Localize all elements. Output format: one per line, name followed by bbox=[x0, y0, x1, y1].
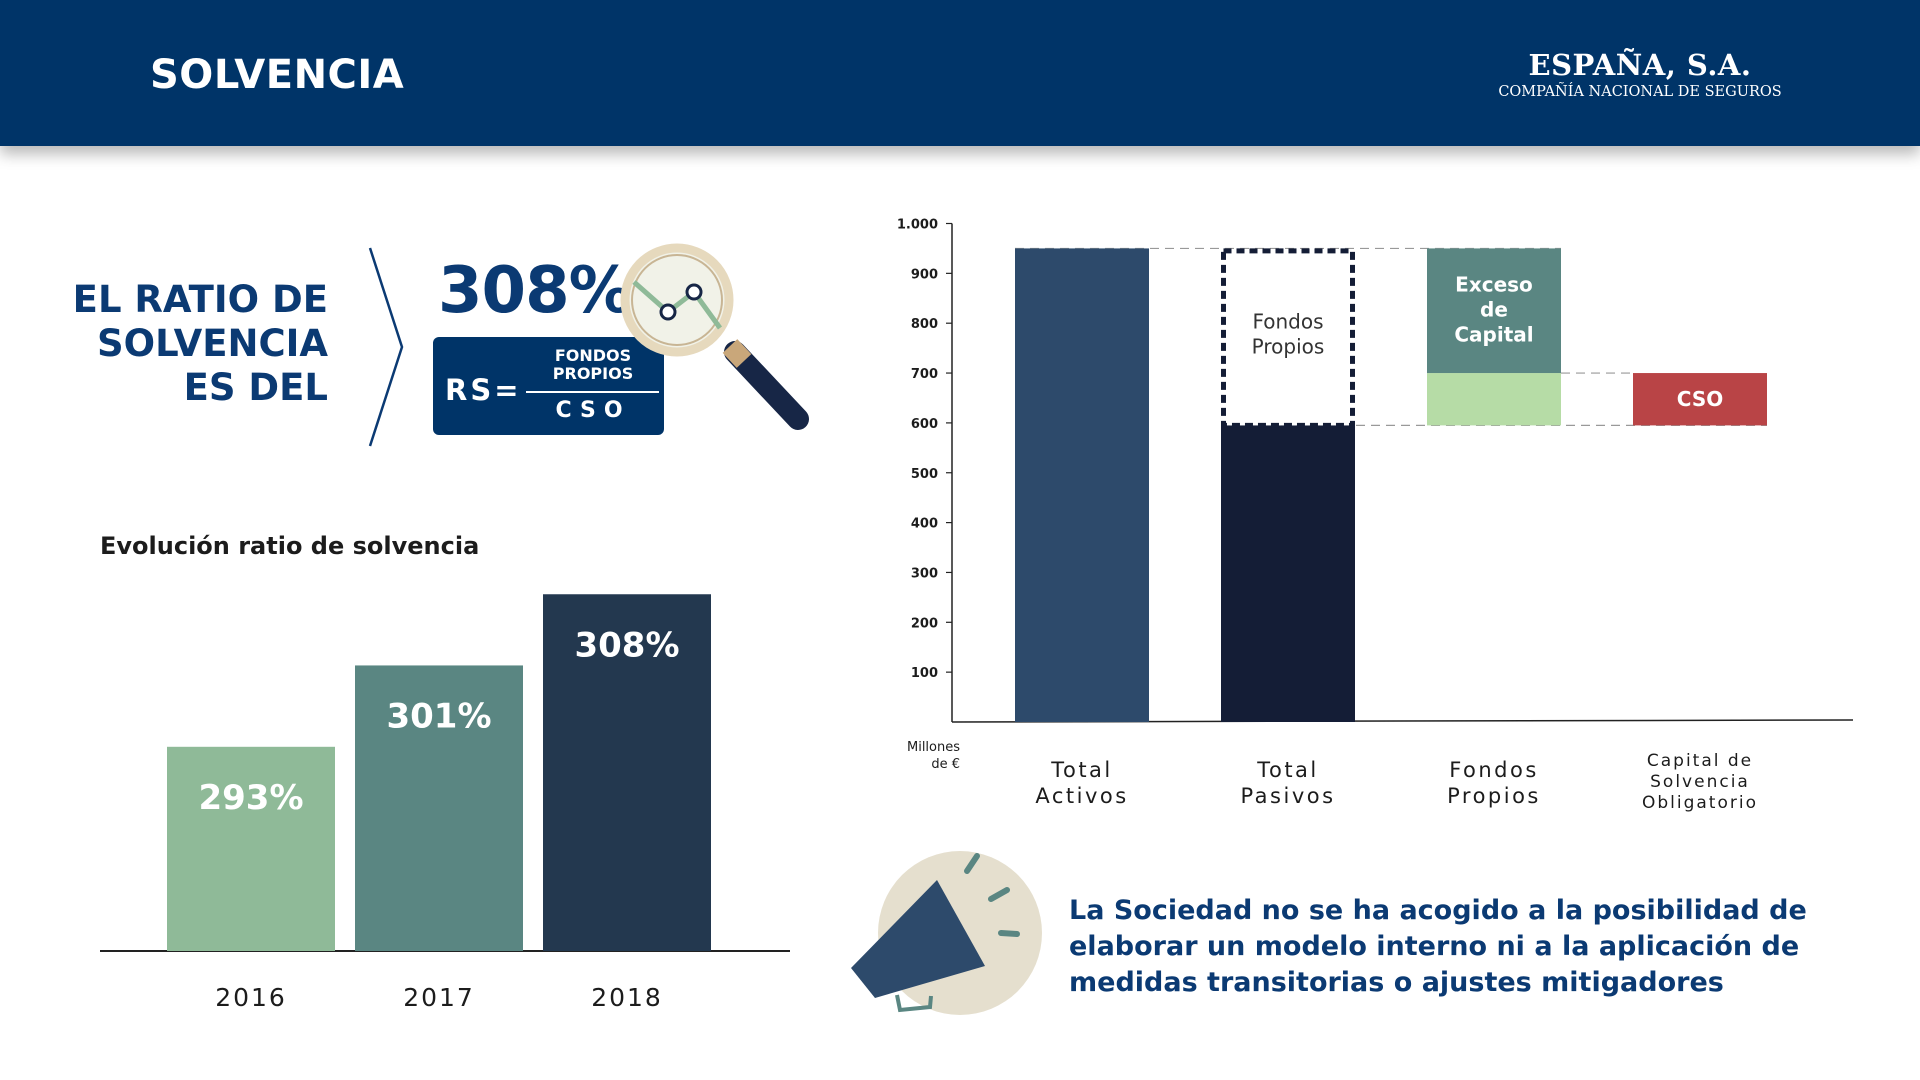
ratio-value: 308% bbox=[438, 254, 633, 328]
y-tick-label: 800 bbox=[911, 317, 938, 332]
evolution-chart-title: Evolución ratio de solvencia bbox=[100, 532, 480, 560]
bar-value-label: 301% bbox=[386, 696, 491, 736]
bar-2018 bbox=[543, 594, 711, 951]
formula-label: RS= bbox=[445, 373, 522, 407]
bar-segment bbox=[1015, 248, 1149, 723]
magnifier-icon bbox=[620, 243, 809, 430]
bar-segment bbox=[1221, 425, 1355, 722]
bar-segment bbox=[1633, 373, 1767, 426]
x-tick-label: Total Activos bbox=[1035, 758, 1128, 808]
brand-name: ESPAÑA, S.A. bbox=[1528, 48, 1752, 82]
segment-label: CSO bbox=[1677, 387, 1723, 411]
x-tick-label: Capital de Solvencia Obligatorio bbox=[1642, 751, 1758, 813]
y-axis-label: Millones de € bbox=[907, 740, 960, 772]
x-tick-label: 2018 bbox=[591, 983, 663, 1012]
y-tick-label: 200 bbox=[911, 616, 938, 631]
y-tick-label: 400 bbox=[911, 517, 938, 532]
bar-value-label: 308% bbox=[574, 625, 679, 665]
ratio-heading: EL RATIO DE SOLVENCIA ES DEL bbox=[72, 278, 328, 409]
formula-numerator: FONDOS PROPIOS bbox=[552, 346, 634, 383]
bar-segment bbox=[1427, 373, 1561, 426]
bar-segment bbox=[1427, 248, 1561, 374]
page-title: SOLVENCIA bbox=[150, 52, 405, 98]
header-bar: SOLVENCIA ESPAÑA, S.A. COMPAÑÍA NACIONAL… bbox=[0, 0, 1920, 146]
balance-waterfall-chart: 100 200 300 400 500 600 700 800 900 1.000 Millones… bbox=[897, 218, 1854, 813]
y-tick-label: 900 bbox=[911, 267, 938, 282]
y-tick-label: 500 bbox=[911, 467, 938, 482]
formula-denominator: CSO bbox=[555, 398, 631, 423]
y-tick-label: 300 bbox=[911, 566, 938, 581]
info-note: La Sociedad no se ha acogido a la posibi… bbox=[1069, 895, 1807, 998]
company-logo: ESPAÑA, S.A. COMPAÑÍA NACIONAL DE SEGURO… bbox=[1480, 48, 1800, 100]
y-tick-label: 100 bbox=[911, 666, 938, 681]
y-tick-label: 1.000 bbox=[897, 218, 938, 233]
x-tick-label: Fondos Propios bbox=[1447, 758, 1541, 808]
x-tick-label: 2016 bbox=[215, 983, 287, 1012]
bar-2017 bbox=[355, 665, 523, 951]
segment-label: Exceso de Capital bbox=[1454, 272, 1533, 346]
formula-box: RS= FONDOS PROPIOS CSO bbox=[433, 337, 664, 435]
segment-label: Fondos Propios bbox=[1252, 309, 1325, 358]
y-tick-label: 700 bbox=[911, 367, 938, 382]
solvency-evolution-chart: 293% 2016 301% 2017 308% 2018 bbox=[100, 594, 790, 1012]
brand-subtitle: COMPAÑÍA NACIONAL DE SEGUROS bbox=[1498, 84, 1782, 100]
chevron-right-icon bbox=[368, 247, 404, 447]
bar-segment-fondos-propios-dashed bbox=[1221, 248, 1355, 428]
y-tick-label: 600 bbox=[911, 417, 938, 432]
megaphone-icon bbox=[851, 851, 1042, 1015]
fraction-line bbox=[526, 391, 659, 393]
bar-value-label: 293% bbox=[198, 778, 303, 818]
x-tick-label: 2017 bbox=[403, 983, 475, 1012]
bar-2016 bbox=[167, 746, 335, 951]
x-tick-label: Total Pasivos bbox=[1240, 758, 1335, 808]
